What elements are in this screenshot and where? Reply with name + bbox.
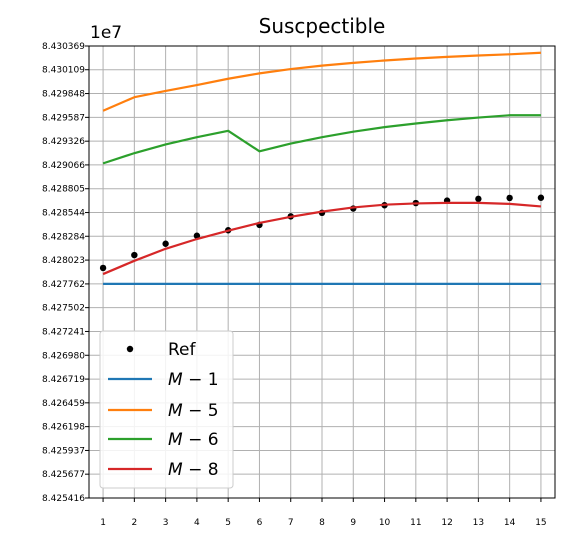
x-tick-label: 6 <box>257 518 263 528</box>
series-line-2 <box>102 51 541 112</box>
x-tick-label: 1 <box>100 518 106 528</box>
y-offset-label: 1e7 <box>90 23 122 43</box>
y-tick-label: 8.427241 <box>42 327 85 337</box>
y-tick-label: 8.429066 <box>42 161 85 171</box>
y-tick-label: 8.425937 <box>42 446 85 456</box>
plot-frame <box>88 45 556 499</box>
y-axis: 8.425416 8.425677 8.425937 8.426198 8.426459… <box>42 42 89 504</box>
y-tick-label: 8.426719 <box>42 375 85 385</box>
x-tick-label: 2 <box>131 518 137 528</box>
x-tick-label: 15 <box>535 518 546 528</box>
x-tick-label: 9 <box>350 518 356 528</box>
y-tick-label: 8.426459 <box>42 399 85 409</box>
x-tick-label: 8 <box>319 518 325 528</box>
legend-box <box>99 330 234 489</box>
legend-label-4: M − 8 <box>168 460 219 480</box>
x-tick-label: 12 <box>441 518 452 528</box>
legend-label-3: M − 6 <box>168 430 219 450</box>
x-tick-label: 11 <box>410 518 421 528</box>
legend-marker-ref <box>126 345 134 353</box>
ref-point <box>162 240 169 247</box>
y-tick-label: 8.428284 <box>42 232 85 242</box>
x-axis: 1 2 3 4 5 6 7 8 9 10 11 12 13 14 15 <box>100 498 547 528</box>
chart-title: Suscpectible <box>259 14 386 38</box>
x-tick-label: 5 <box>225 518 231 528</box>
y-tick-label: 8.426198 <box>42 423 85 433</box>
x-tick-label: 7 <box>288 518 294 528</box>
ref-point <box>131 251 138 259</box>
ref-point <box>506 194 513 202</box>
legend: Ref M − 1 M − 5 M − 6 M − 8 <box>99 330 234 489</box>
x-tick-label: 14 <box>504 518 516 528</box>
ref-point <box>99 264 107 272</box>
legend-label-0: Ref <box>168 340 197 360</box>
y-tick-label: 8.429848 <box>42 90 85 100</box>
y-tick-label: 8.430369 <box>42 42 85 52</box>
series-line-3 <box>102 114 541 165</box>
series-layer <box>99 51 545 286</box>
y-tick-label: 8.429587 <box>42 113 85 123</box>
y-tick-label: 8.426980 <box>42 351 85 361</box>
y-tick-label: 8.425416 <box>42 494 85 504</box>
y-tick-label: 8.428544 <box>42 209 85 219</box>
y-tick-label: 8.425677 <box>42 470 85 480</box>
y-tick-label: 8.428023 <box>42 256 85 266</box>
legend-label-2: M − 5 <box>168 401 219 421</box>
ref-point <box>537 194 545 201</box>
x-tick-label: 4 <box>194 518 200 528</box>
y-tick-label: 8.430109 <box>42 66 85 76</box>
x-tick-label: 13 <box>473 518 484 528</box>
x-tick-label: 3 <box>163 518 169 528</box>
y-tick-label: 8.427762 <box>42 280 85 290</box>
x-tick-label: 10 <box>379 518 391 528</box>
y-tick-label: 8.427502 <box>42 304 85 314</box>
ref-point <box>475 195 482 203</box>
y-tick-label: 8.428805 <box>42 185 85 195</box>
legend-label-1: M − 1 <box>168 370 219 390</box>
series-line-4 <box>102 201 542 276</box>
y-tick-label: 8.429326 <box>42 137 85 147</box>
ref-point <box>193 232 201 239</box>
